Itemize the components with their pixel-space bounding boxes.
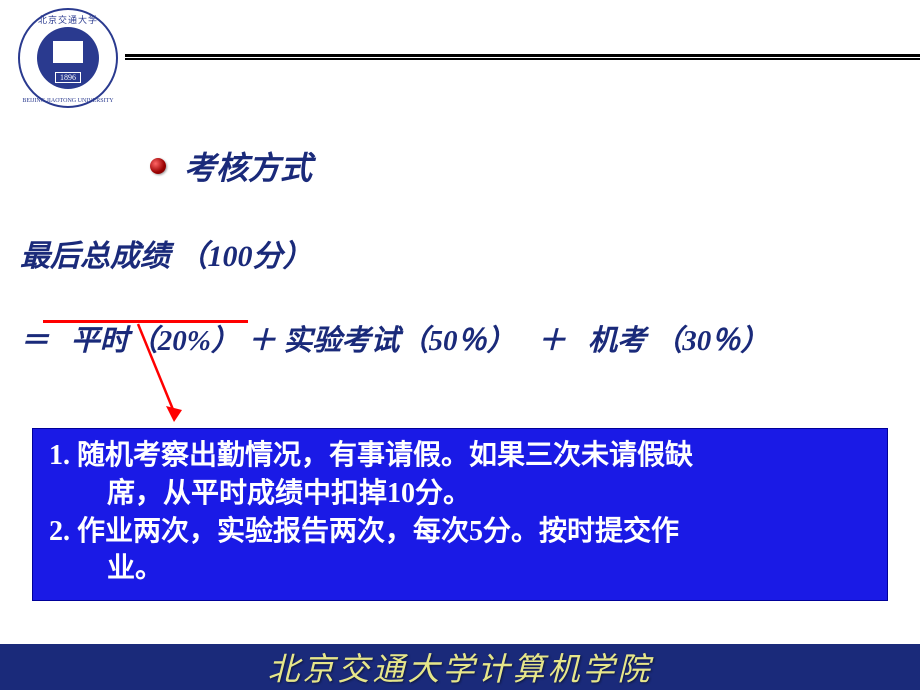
red-underline <box>43 320 248 323</box>
section-title: 考核方式 <box>184 143 312 189</box>
formula-part-exam: 实验考试（50％） <box>283 325 515 357</box>
logo-year: 1896 <box>55 72 81 83</box>
logo-anvil-icon <box>53 41 83 63</box>
formula-line: ＝ 平时（20%） ＋ 实验考试（50％） ＋ 机考 （30％） <box>20 317 900 359</box>
note-2-line-b: 业。 <box>49 550 871 588</box>
logo-chinese-text: 北京交通大学 <box>20 13 116 26</box>
note-1-line-b: 席，从平时成绩中扣掉10分。 <box>49 475 871 513</box>
note-2-line-a: 2. 作业两次，实验报告两次，每次5分。按时提交作 <box>49 513 871 551</box>
bullet-icon <box>150 158 166 174</box>
eq-sign: ＝ <box>20 325 49 357</box>
formula-part-usual: 平时（20%） <box>71 325 240 357</box>
university-logo: 北京交通大学 1896 BEIJING JIAOTONG UNIVERSITY <box>18 8 118 108</box>
slide-footer: 北京交通大学计算机学院 <box>0 642 920 690</box>
slide-header: 北京交通大学 1896 BEIJING JIAOTONG UNIVERSITY <box>0 0 920 115</box>
logo-english-text: BEIJING JIAOTONG UNIVERSITY <box>20 98 116 104</box>
title-row: 考核方式 <box>150 143 900 189</box>
total-score-line: 最后总成绩 （100分） <box>20 231 900 275</box>
formula-part-computer: 机考 （30％） <box>588 325 769 357</box>
header-divider <box>125 54 920 60</box>
plus-sign-1: ＋ <box>247 325 276 357</box>
notes-box: 1. 随机考察出勤情况，有事请假。如果三次未请假缺 席，从平时成绩中扣掉10分。… <box>32 428 888 601</box>
footer-text: 北京交通大学计算机学院 <box>267 644 652 690</box>
plus-sign-2: ＋ <box>537 325 566 357</box>
note-1-line-a: 1. 随机考察出勤情况，有事请假。如果三次未请假缺 <box>49 437 871 475</box>
